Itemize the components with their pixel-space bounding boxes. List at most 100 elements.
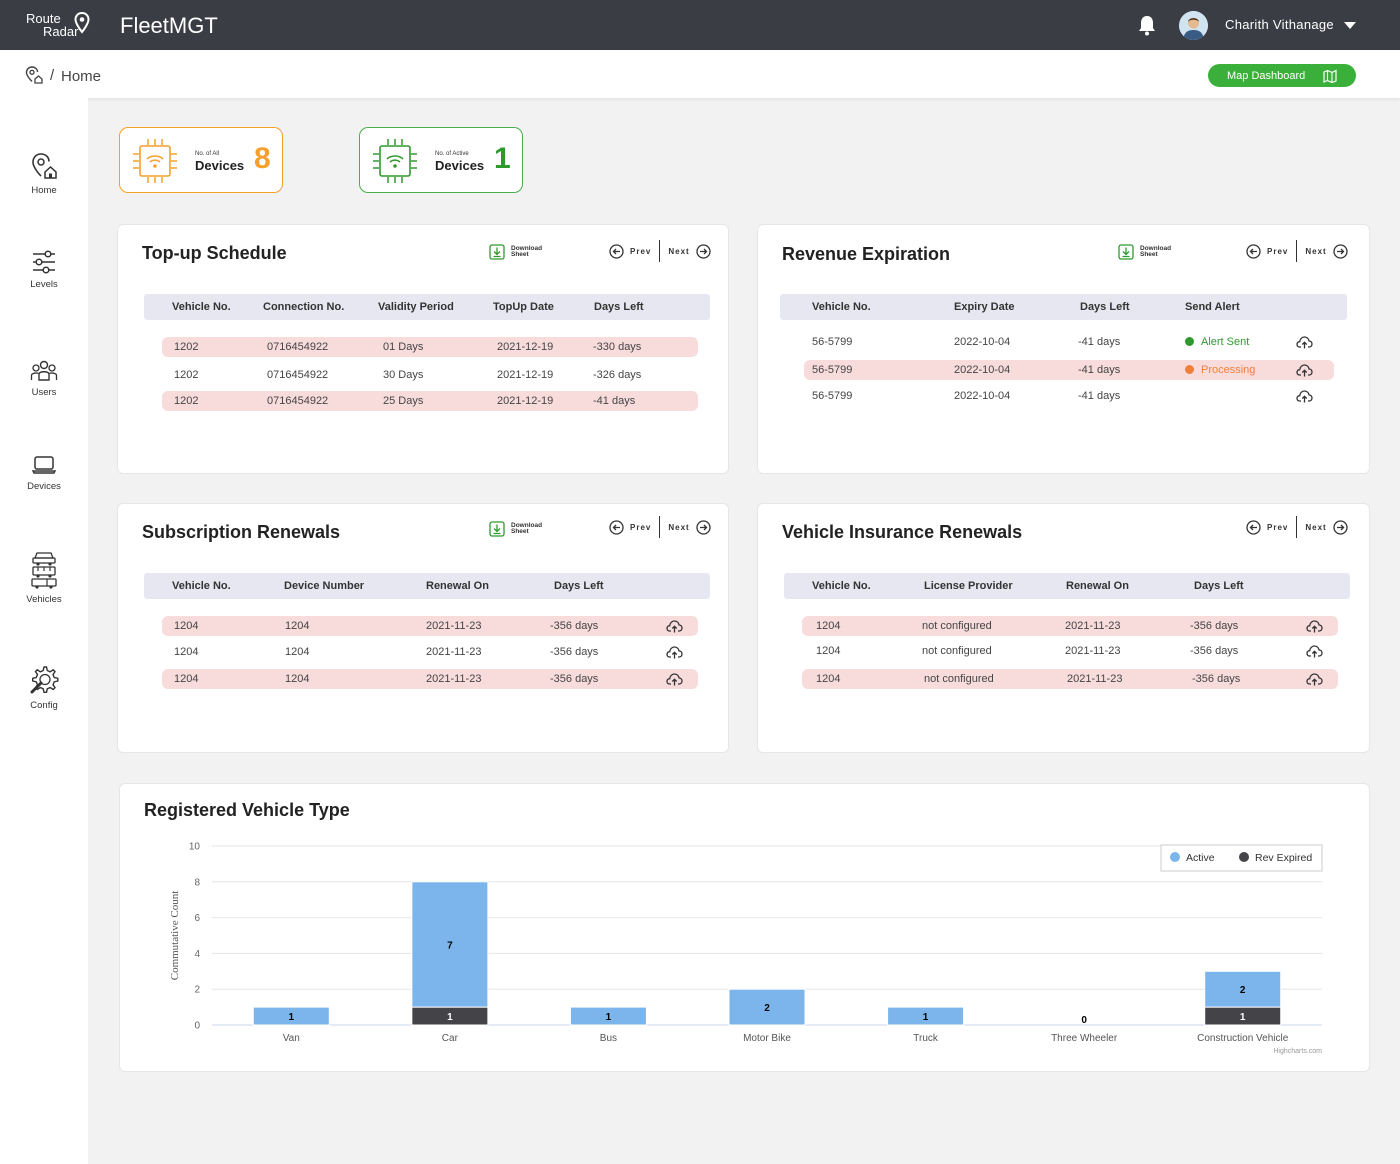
arrow-left-icon — [609, 243, 624, 259]
sliders-icon — [33, 250, 55, 274]
sidebar-item-label: Home — [31, 185, 57, 196]
alert-status-label: Processing — [1201, 364, 1256, 376]
avatar-image — [1179, 11, 1208, 40]
revenue-expiration-panel: Revenue Expiration Download Sheet Prev Ne… — [757, 224, 1370, 474]
table-row[interactable]: 1204 1204 2021-11-23 -356 days — [162, 669, 698, 689]
next-button[interactable]: Next — [1305, 519, 1348, 535]
y-tick-label: 10 — [189, 842, 201, 853]
download-line2: Sheet — [511, 251, 529, 258]
legend-entry: Active — [1186, 852, 1215, 864]
arrow-left-icon — [609, 519, 624, 535]
pager-divider — [659, 240, 661, 262]
chevron-down-icon[interactable] — [1344, 22, 1356, 29]
table-row[interactable]: 1204 not configured 2021-11-23 -356 days — [802, 616, 1338, 636]
cell: not configured — [922, 645, 992, 657]
table-header: Vehicle No. Device Number Renewal On Day… — [144, 573, 710, 599]
arrow-right-icon — [696, 519, 711, 535]
x-tick-label: Construction Vehicle — [1197, 1033, 1289, 1044]
map-pin-icon — [74, 12, 90, 34]
table-row[interactable]: 1204 not configured 2021-11-23 -356 days — [802, 669, 1338, 689]
table-row[interactable]: 56-5799 2022-10-04 -41 days — [804, 386, 1334, 406]
stat-label-small: No. of All — [195, 151, 220, 157]
prev-button[interactable]: Prev — [609, 519, 651, 535]
table-row[interactable]: 56-5799 2022-10-04 -41 days Alert Sent — [804, 332, 1334, 352]
bar-active — [887, 1006, 965, 1026]
column-header: Days Left — [1194, 580, 1244, 592]
table-row[interactable]: 1202 0716454922 30 Days 2021-12-19 -326 … — [162, 365, 698, 385]
sidebar-item-users[interactable]: Users — [0, 360, 88, 398]
sidebar: Home Levels Users Devices — [0, 98, 88, 1164]
cell: 2022-10-04 — [954, 364, 1011, 376]
y-tick-label: 2 — [194, 985, 200, 996]
cloud-upload-icon[interactable] — [1296, 335, 1313, 349]
data-label: 7 — [447, 940, 453, 951]
gear-wrench-icon — [30, 666, 59, 694]
avatar[interactable] — [1179, 11, 1208, 40]
cloud-upload-icon[interactable] — [1296, 389, 1313, 403]
cell: 0716454922 — [267, 395, 329, 407]
legend-marker — [1239, 852, 1249, 862]
prev-button[interactable]: Prev — [1246, 519, 1288, 535]
stat-label: Devices — [195, 158, 245, 173]
column-header: License Provider — [924, 580, 1013, 592]
column-header: Vehicle No. — [812, 580, 871, 592]
table-row[interactable]: 56-5799 2022-10-04 -41 days Processing — [804, 360, 1334, 380]
x-tick-label: Car — [442, 1033, 459, 1044]
y-tick-label: 4 — [194, 949, 200, 960]
bell-icon[interactable] — [1137, 14, 1157, 36]
next-button[interactable]: Next — [668, 519, 711, 535]
next-label: Next — [668, 522, 690, 532]
sidebar-item-config[interactable]: Config — [0, 665, 88, 711]
sidebar-item-vehicles[interactable]: Vehicles — [0, 551, 88, 605]
stat-card-all-devices[interactable]: No. of All Devices 8 — [119, 127, 283, 193]
next-button[interactable]: Next — [668, 243, 711, 259]
prev-label: Prev — [1267, 246, 1289, 256]
table-row[interactable]: 1202 0716454922 25 Days 2021-12-19 -41 d… — [162, 391, 698, 411]
cloud-upload-icon[interactable] — [666, 645, 683, 659]
prev-button[interactable]: Prev — [609, 243, 651, 259]
prev-button[interactable]: Prev — [1246, 243, 1289, 259]
cloud-upload-icon[interactable] — [1296, 363, 1313, 377]
table-header: Vehicle No. Connection No. Validity Peri… — [144, 294, 710, 320]
table-row[interactable]: 1204 1204 2021-11-23 -356 days — [162, 616, 698, 636]
table-row[interactable]: 1204 not configured 2021-11-23 -356 days — [802, 641, 1338, 661]
registered-vehicle-type-panel: Registered Vehicle Type 0 2 4 6 8 10 Commutati… — [119, 783, 1370, 1072]
cloud-upload-icon[interactable] — [1306, 644, 1323, 658]
sidebar-item-label: Vehicles — [26, 594, 62, 605]
x-tick-label: Motor Bike — [743, 1033, 791, 1044]
cell: 25 Days — [383, 395, 424, 407]
column-header: Connection No. — [263, 301, 345, 313]
cloud-upload-icon[interactable] — [1306, 619, 1323, 633]
table-row[interactable]: 1204 1204 2021-11-23 -356 days — [162, 642, 698, 662]
cloud-upload-icon[interactable] — [666, 672, 683, 686]
column-header: Validity Period — [378, 301, 454, 313]
download-sheet-button[interactable]: Download Sheet — [1118, 244, 1171, 260]
route-radar-logo[interactable]: Route Radar — [26, 12, 90, 38]
user-name[interactable]: Charith Vithanage — [1225, 17, 1334, 32]
stat-card-active-devices[interactable]: No. of Active Devices 1 — [359, 127, 523, 193]
chip-wifi-icon — [373, 139, 417, 183]
cloud-upload-icon[interactable] — [1306, 672, 1323, 686]
breadcrumb-current[interactable]: Home — [61, 68, 102, 85]
sidebar-item-devices[interactable]: Devices — [0, 454, 88, 492]
next-button[interactable]: Next — [1305, 243, 1348, 259]
table-row[interactable]: 1202 0716454922 01 Days 2021-12-19 -330 … — [162, 337, 698, 357]
vehicle-insurance-renewals-panel: Vehicle Insurance Renewals Prev Next Veh… — [757, 503, 1370, 753]
table-header: Vehicle No. License Provider Renewal On … — [784, 573, 1350, 599]
map-dashboard-button[interactable]: Map Dashboard — [1208, 64, 1356, 87]
cell: -356 days — [1192, 673, 1241, 685]
pagination: Prev Next — [1246, 516, 1348, 538]
download-sheet-button[interactable]: Download Sheet — [489, 521, 542, 537]
home-pin-icon[interactable] — [25, 66, 43, 84]
home-pin-icon — [32, 153, 57, 179]
cell: 1202 — [174, 341, 199, 353]
download-line1: Download — [1140, 244, 1172, 252]
sidebar-item-home[interactable]: Home — [0, 152, 88, 196]
alert-status: Processing — [1185, 364, 1255, 376]
cloud-upload-icon[interactable] — [666, 619, 683, 633]
arrow-left-icon — [1246, 243, 1261, 259]
column-header: Device Number — [284, 580, 365, 592]
data-label: 1 — [1240, 1012, 1246, 1023]
sidebar-item-levels[interactable]: Levels — [0, 250, 88, 290]
download-sheet-button[interactable]: Download Sheet — [489, 244, 542, 260]
